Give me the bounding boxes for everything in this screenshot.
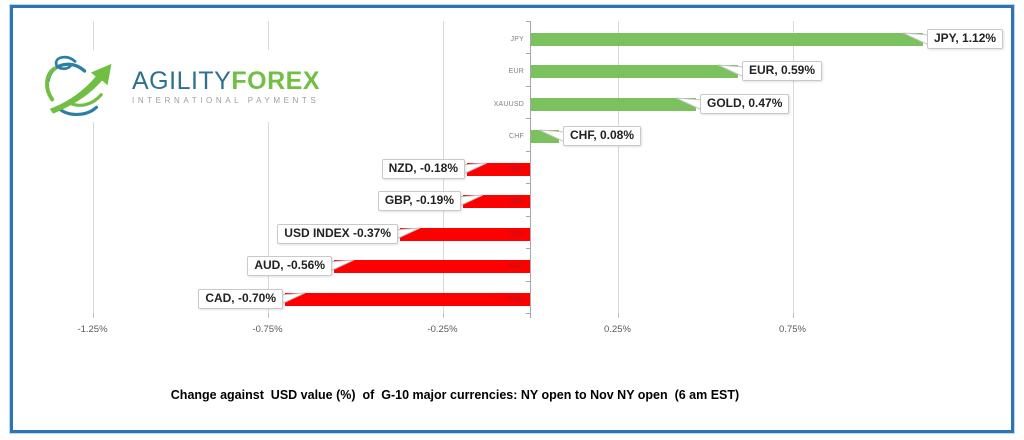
bar-eur bbox=[531, 65, 738, 78]
data-label-callout: USD INDEX -0.37% bbox=[277, 224, 398, 244]
data-label-callout: JPY, 1.12% bbox=[927, 29, 1004, 49]
bar-cad bbox=[285, 293, 530, 306]
category-tick bbox=[526, 248, 530, 250]
brand-agility: AGILITY bbox=[132, 66, 232, 95]
brand-name: AGILITYFOREX bbox=[132, 68, 320, 94]
category-tick bbox=[526, 118, 530, 120]
bar-aud bbox=[334, 260, 530, 273]
category-axis-label: NZD bbox=[509, 166, 524, 173]
category-axis-label: XAUUSD bbox=[493, 101, 524, 108]
category-tick bbox=[526, 21, 530, 22]
category-tick bbox=[526, 215, 530, 217]
gridline bbox=[792, 21, 794, 313]
callout-pointer-icon bbox=[676, 97, 702, 111]
data-label-callout: GBP, -0.19% bbox=[377, 191, 461, 211]
x-axis-tick-label: 0.25% bbox=[604, 324, 631, 335]
x-axis-tick-label: -0.75% bbox=[252, 324, 283, 335]
data-label-callout: CHF, 0.08% bbox=[563, 126, 642, 146]
callout-pointer-icon bbox=[539, 129, 565, 143]
category-tick bbox=[526, 183, 530, 185]
agilityforex-logo: AGILITYFOREX INTERNATIONAL PAYMENTS bbox=[37, 50, 326, 122]
category-tick bbox=[526, 53, 530, 55]
chart-title: Change against USD value (%) of G-10 maj… bbox=[170, 388, 740, 402]
category-tick bbox=[526, 280, 530, 282]
x-axis-tick-label: -1.25% bbox=[77, 324, 108, 335]
category-tick bbox=[526, 85, 530, 87]
callout-pointer-icon bbox=[457, 194, 483, 208]
value-axis-tick bbox=[792, 313, 794, 318]
gridline bbox=[617, 21, 619, 313]
gridline bbox=[92, 21, 94, 313]
callout-pointer-icon bbox=[461, 162, 487, 176]
brand-tagline: INTERNATIONAL PAYMENTS bbox=[132, 95, 320, 105]
bar-nzd bbox=[467, 163, 530, 176]
x-axis-tick-label: -0.25% bbox=[427, 324, 458, 335]
value-axis-tick bbox=[617, 313, 619, 318]
category-axis-label: DXY bbox=[509, 231, 524, 238]
gridline bbox=[267, 21, 269, 313]
logo-text-block: AGILITYFOREX INTERNATIONAL PAYMENTS bbox=[132, 68, 320, 105]
value-axis-tick bbox=[442, 313, 444, 318]
category-axis-label: CHF bbox=[509, 133, 524, 140]
category-axis-label: AUD bbox=[508, 263, 524, 270]
category-axis-label: CAD bbox=[508, 296, 524, 303]
data-label-callout: EUR, 0.59% bbox=[742, 61, 823, 81]
callout-pointer-icon bbox=[903, 32, 929, 46]
bar-dxy bbox=[400, 228, 530, 241]
category-axis-line bbox=[530, 21, 531, 318]
category-tick bbox=[526, 150, 530, 152]
value-axis-tick bbox=[92, 313, 94, 318]
bar-xauusd bbox=[531, 98, 696, 111]
chart-frame: -1.25% -0.75% -0.25% 0.25% 0.75% JPY JPY, 1.12… bbox=[9, 4, 1015, 434]
category-axis-label: GBP bbox=[508, 198, 524, 205]
category-axis-label: JPY bbox=[510, 36, 524, 43]
bar-jpy bbox=[531, 33, 923, 46]
bar-gbp bbox=[463, 195, 530, 208]
data-label-callout: AUD, -0.56% bbox=[247, 256, 332, 276]
data-label-callout: NZD, -0.18% bbox=[381, 159, 465, 179]
callout-pointer-icon bbox=[718, 64, 744, 78]
data-label-callout: GOLD, 0.47% bbox=[700, 94, 790, 114]
x-axis-tick-label: 0.75% bbox=[779, 324, 806, 335]
data-label-callout: CAD, -0.70% bbox=[198, 289, 283, 309]
category-tick bbox=[526, 313, 530, 314]
chart-plot-area: -1.25% -0.75% -0.25% 0.25% 0.75% JPY JPY, 1.12… bbox=[13, 8, 1011, 430]
globe-arrow-icon bbox=[45, 55, 112, 117]
value-axis-tick bbox=[267, 313, 269, 318]
brand-forex: FOREX bbox=[231, 66, 320, 95]
category-axis-label: EUR bbox=[508, 68, 524, 75]
callout-pointer-icon bbox=[279, 292, 305, 306]
callout-pointer-icon bbox=[394, 227, 420, 241]
callout-pointer-icon bbox=[328, 259, 354, 273]
